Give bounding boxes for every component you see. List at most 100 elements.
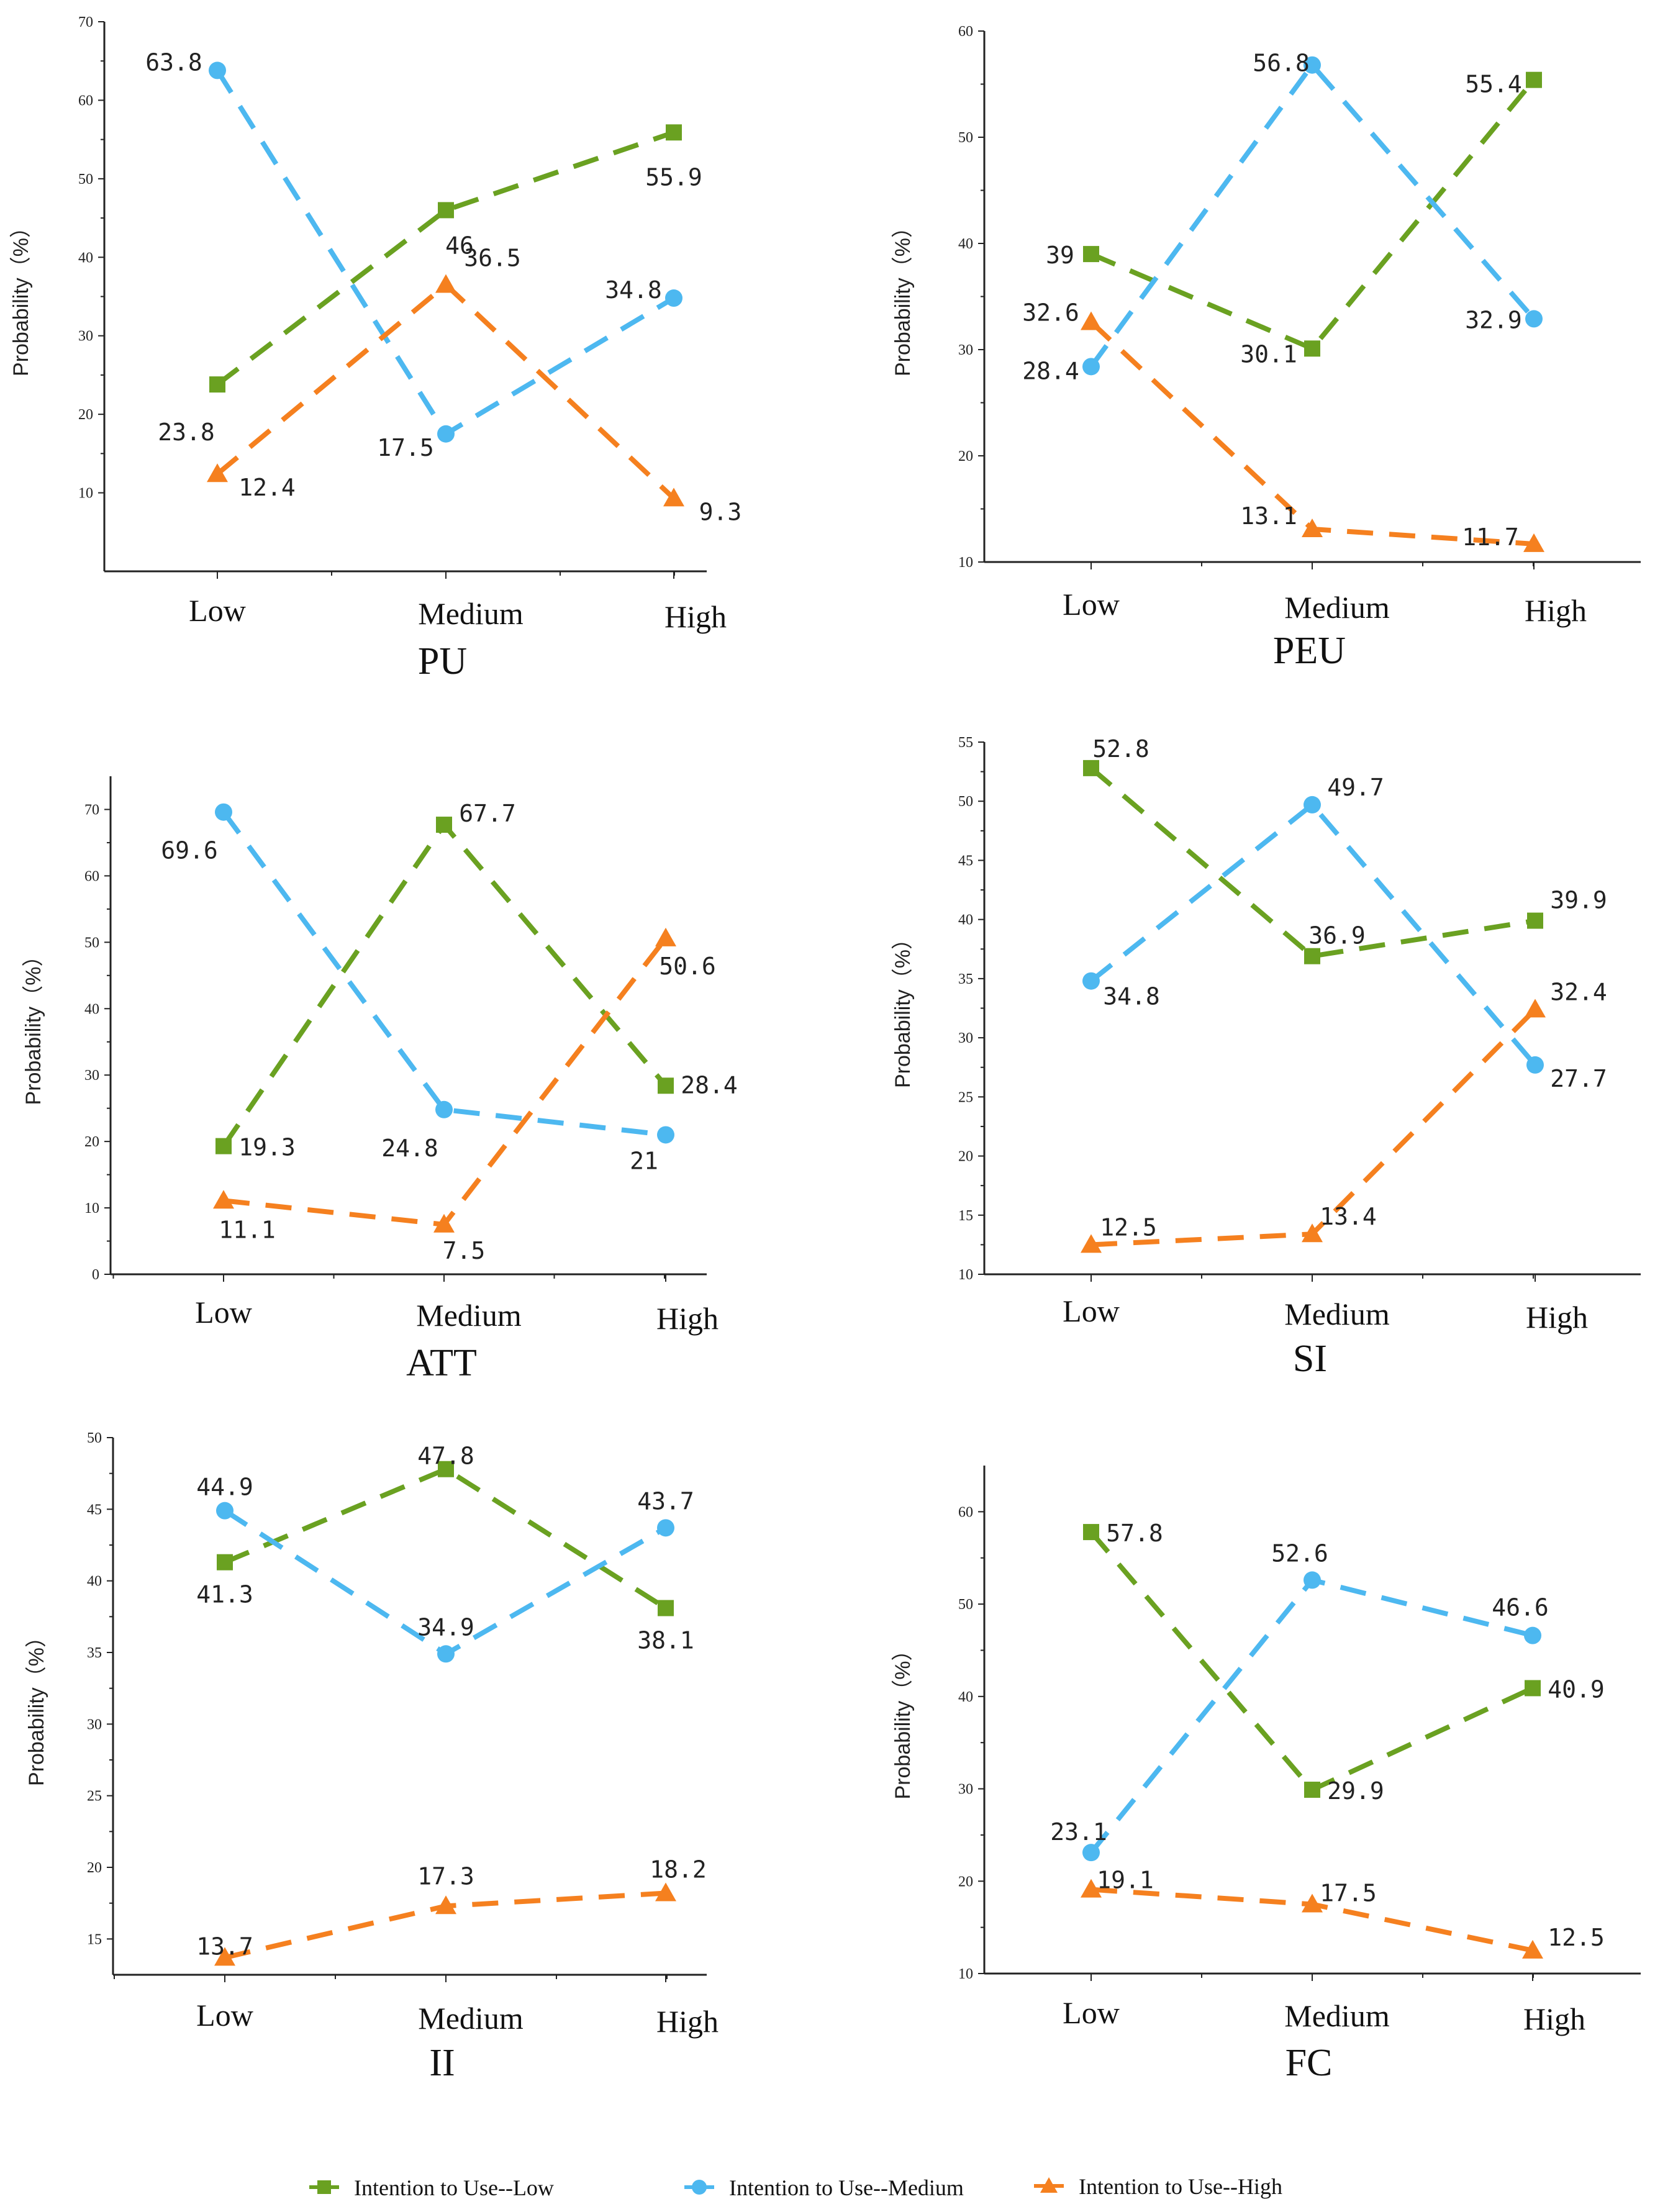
y-tick-label: 30: [958, 342, 973, 358]
data-label-medium: 34.8: [605, 276, 662, 304]
series-line-high: [215, 281, 676, 501]
x-tick-label-high: High: [656, 2004, 719, 2039]
y-tick-label: 30: [78, 329, 93, 345]
data-point-low: [438, 1461, 454, 1477]
y-tick-label: 15: [958, 1208, 973, 1224]
legend-label: Intention to Use--Low: [354, 2175, 554, 2200]
data-label-medium: 63.8: [145, 48, 202, 76]
x-tick-label-high: High: [1526, 1300, 1588, 1335]
chart-panel-pu: 10 20 30 40 50 60 70 Low Medium High PU Probability…: [9, 14, 741, 682]
chart-title: II: [429, 2042, 455, 2084]
data-label-low: 46: [445, 232, 474, 259]
chart-panel-ii: 15 20 25 30 35 40 45 50 Low Medium High II Probabili…: [25, 1430, 719, 2084]
data-point-low: [1527, 912, 1543, 929]
chart-panel-si: 10 15 20 25 30 35 40 45 50 55 Low Medium High SI Proba…: [891, 735, 1641, 1380]
data-label-high: 50.6: [659, 953, 716, 980]
data-label-high: 36.5: [464, 245, 521, 272]
y-tick-label: 10: [958, 555, 973, 571]
series-medium: 69.6 24.8 21: [161, 803, 674, 1174]
series-line-low: [1090, 78, 1536, 352]
data-point-low: [1083, 1524, 1099, 1541]
y-tick-label: 20: [958, 1149, 973, 1165]
data-label-high: 11.1: [219, 1216, 276, 1243]
y-tick-label: 55: [958, 735, 973, 751]
y-tick-label: 70: [84, 802, 99, 818]
data-label-high: 13.4: [1320, 1203, 1377, 1230]
data-label-medium: 56.8: [1253, 50, 1310, 77]
data-label-low: 55.4: [1465, 71, 1522, 98]
series-high: 12.4 36.5 9.3: [207, 245, 741, 525]
y-tick-label: 45: [958, 853, 973, 869]
data-point-medium: [1524, 1626, 1541, 1644]
legend-marker-circle: [692, 2180, 707, 2195]
data-point-medium: [1082, 1844, 1100, 1862]
data-point-medium: [435, 1100, 453, 1118]
data-point-medium: [437, 425, 455, 443]
y-tick-label: 20: [84, 1134, 99, 1150]
data-point-low: [215, 1138, 232, 1154]
y-axis-label: Probability（%）: [891, 217, 915, 376]
x-tick-label-medium: Medium: [1284, 1998, 1390, 2033]
data-point-high: [207, 463, 228, 483]
series-line-medium: [1089, 61, 1536, 368]
y-tick-label: 30: [958, 1782, 973, 1798]
x-tick-label-medium: Medium: [416, 1298, 522, 1333]
chart-title: PEU: [1273, 630, 1346, 672]
data-label-high: 11.7: [1462, 524, 1519, 551]
series-low: 19.3 67.7 28.4: [215, 800, 738, 1161]
data-label-low: 67.7: [459, 800, 516, 827]
data-label-medium: 21: [630, 1147, 658, 1174]
y-tick-label: 60: [78, 93, 93, 109]
data-label-medium: 34.9: [417, 1613, 474, 1641]
y-tick-label: 60: [958, 1504, 973, 1520]
data-point-low: [1083, 759, 1099, 776]
data-point-high: [655, 927, 676, 946]
data-point-high: [1081, 1234, 1102, 1253]
series-medium: 44.9 34.9 43.7: [196, 1474, 694, 1663]
series-line-low: [221, 820, 668, 1148]
data-label-medium: 44.9: [196, 1474, 253, 1501]
series-line-medium: [221, 810, 666, 1138]
data-label-low: 29.9: [1327, 1777, 1384, 1805]
chart-title: PU: [418, 640, 467, 682]
data-point-low: [1304, 340, 1320, 357]
data-point-medium: [216, 1502, 234, 1520]
y-tick-label: 50: [87, 1430, 102, 1446]
data-point-medium: [1082, 358, 1100, 376]
y-tick-label: 20: [87, 1860, 102, 1876]
data-label-low: 36.9: [1308, 922, 1366, 950]
data-label-low: 19.3: [238, 1134, 296, 1161]
data-label-high: 12.5: [1548, 1924, 1605, 1951]
x-tick-label-high: High: [1523, 2001, 1585, 2036]
x-tick-label-low: Low: [1063, 1995, 1120, 2030]
y-tick-label: 50: [958, 1597, 973, 1613]
data-label-low: 30.1: [1240, 340, 1297, 368]
y-tick-label: 60: [958, 24, 973, 40]
series-line-low: [215, 130, 675, 387]
data-point-high: [435, 274, 456, 293]
data-label-medium: 52.6: [1271, 1539, 1328, 1567]
data-label-medium: 49.7: [1327, 774, 1384, 801]
series-high: 32.6 13.1 11.7: [1022, 299, 1544, 552]
data-label-medium: 34.8: [1103, 983, 1160, 1010]
data-point-high: [1302, 1223, 1323, 1243]
series-medium: 34.8 49.7 27.7: [1082, 774, 1607, 1092]
y-tick-label: 20: [958, 448, 973, 465]
series-low: 52.8 36.9 39.9: [1083, 735, 1607, 964]
data-label-medium: 32.9: [1465, 306, 1522, 333]
y-tick-label: 30: [84, 1067, 99, 1084]
x-tick-label-low: Low: [1063, 587, 1120, 622]
data-label-high: 7.5: [443, 1237, 486, 1264]
data-label-medium: 46.6: [1492, 1594, 1549, 1621]
data-label-low: 38.1: [637, 1626, 694, 1654]
y-tick-label: 25: [87, 1788, 102, 1805]
data-label-low: 40.9: [1548, 1675, 1605, 1703]
y-tick-label: 50: [958, 794, 973, 810]
x-tick-label-low: Low: [1063, 1294, 1120, 1328]
y-tick-label: 60: [84, 868, 99, 884]
y-tick-label: 40: [84, 1001, 99, 1017]
chart-panel-fc: 10 20 30 40 50 60 Low Medium High FC Probability（%…: [891, 1466, 1641, 2084]
y-tick-label: 0: [92, 1267, 99, 1283]
y-tick-label: 40: [87, 1574, 102, 1590]
data-point-high: [433, 1213, 455, 1233]
